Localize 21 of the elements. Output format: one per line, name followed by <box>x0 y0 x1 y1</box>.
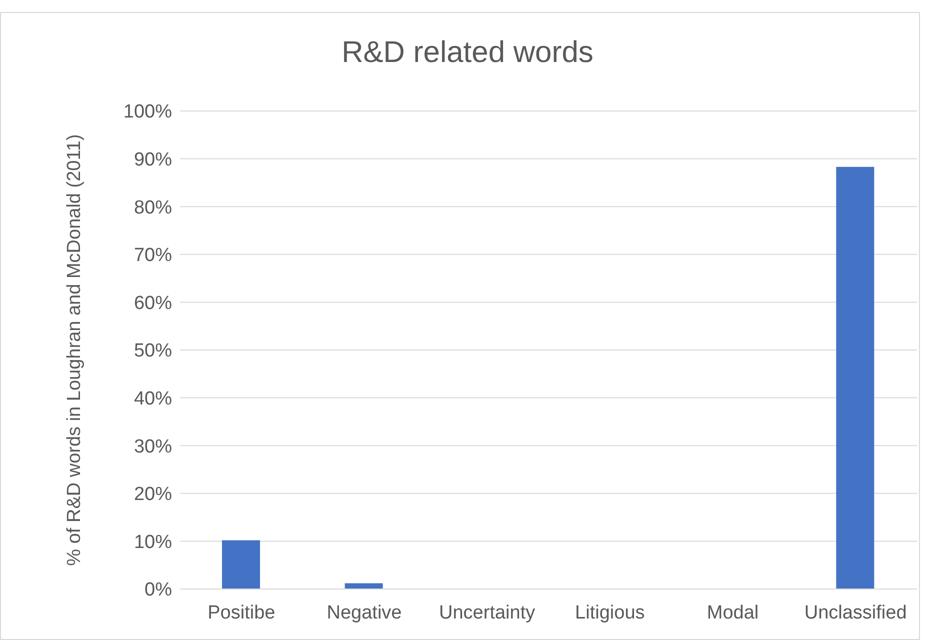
bar <box>222 540 260 589</box>
x-tick-label: Negative <box>326 602 402 624</box>
y-tick-label: 60% <box>134 292 172 314</box>
x-tick-label: Positibe <box>208 602 276 624</box>
chart-title: R&D related words <box>340 36 594 70</box>
y-tick-label: 70% <box>134 245 172 266</box>
x-tick-label: Litigious <box>575 602 645 624</box>
y-axis-title: % of R&D words in Loughran and McDonald (2011) <box>63 133 86 568</box>
x-tick-label: Unclassified <box>804 602 907 624</box>
x-tick-label: Modal <box>706 602 759 624</box>
y-tick-label: 0% <box>144 580 172 601</box>
y-tick-label: 90% <box>134 150 172 171</box>
bar <box>836 166 874 589</box>
y-tick-label: 100% <box>123 102 172 123</box>
y-tick-label: 10% <box>134 532 172 553</box>
y-tick-label: 40% <box>134 388 172 410</box>
y-tick-label: 20% <box>134 484 172 506</box>
x-tick-label: Uncertainty <box>439 602 536 624</box>
y-tick-label: 80% <box>134 197 172 218</box>
y-tick-label: 50% <box>134 340 172 362</box>
y-tick-label: 30% <box>134 436 172 458</box>
